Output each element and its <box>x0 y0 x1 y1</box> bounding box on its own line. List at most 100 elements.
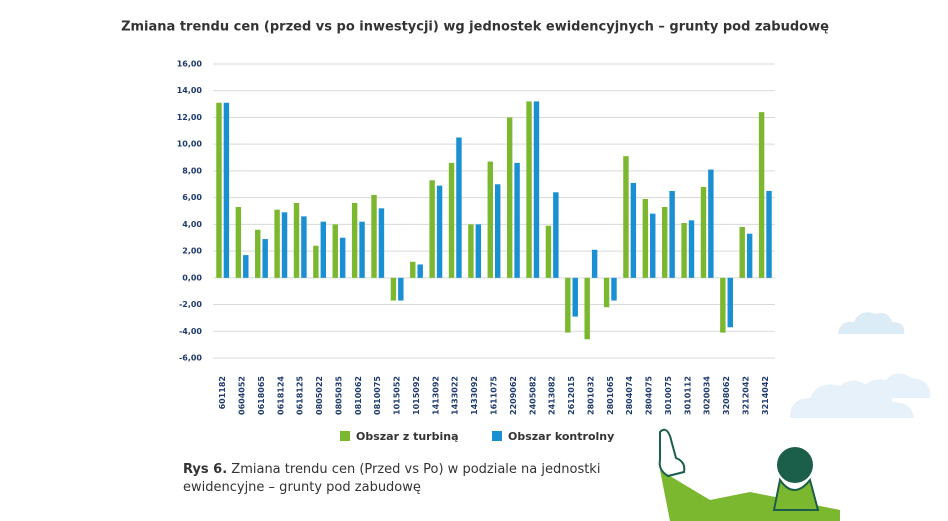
bar <box>417 264 423 278</box>
bar <box>332 224 338 278</box>
decoration <box>658 312 931 521</box>
bar <box>688 220 695 278</box>
bar <box>669 190 675 278</box>
bar <box>603 277 610 308</box>
bar <box>448 162 455 278</box>
bar <box>456 137 462 278</box>
bar <box>708 169 714 278</box>
bar <box>630 182 637 278</box>
legend-label: Obszar z turbiną <box>356 430 459 443</box>
bar <box>398 277 404 301</box>
x-tick-label: 1433022 <box>451 376 460 415</box>
bar <box>293 202 300 278</box>
y-tick-label: 4,00 <box>182 220 202 229</box>
x-tick-label: 3212042 <box>741 376 750 415</box>
bar <box>281 212 288 278</box>
x-tick-label: 0618125 <box>296 376 305 415</box>
chart-title: Zmiana trendu cen (przed vs po inwestycj… <box>121 20 829 35</box>
bar <box>681 223 687 278</box>
bar <box>216 102 222 278</box>
x-tick-label: 2209062 <box>509 376 518 415</box>
y-tick-label: 16,00 <box>177 60 203 69</box>
bar <box>565 277 571 333</box>
bar <box>526 101 532 278</box>
bar <box>495 184 501 278</box>
y-tick-label: -4,00 <box>179 327 202 336</box>
x-tick-label: 2801032 <box>586 376 595 415</box>
x-tick-label: 3208062 <box>722 376 731 415</box>
bar <box>351 202 358 278</box>
bar <box>359 221 365 278</box>
bar <box>739 227 745 278</box>
bar <box>274 209 280 278</box>
bar <box>468 224 474 278</box>
y-tick-label: -2,00 <box>179 300 202 309</box>
bar <box>572 277 578 317</box>
x-tick-label: 1015052 <box>393 376 402 415</box>
x-tick-label: 3010075 <box>664 376 673 415</box>
x-tick-label: 0618065 <box>257 376 266 415</box>
x-tick-label: 3020034 <box>703 376 712 415</box>
bar <box>410 261 416 278</box>
bar <box>436 185 443 278</box>
x-tick-label: 2413082 <box>548 376 557 415</box>
bar <box>506 117 513 278</box>
bar <box>243 255 249 278</box>
y-tick-label: 10,00 <box>177 140 203 149</box>
x-tick-label: 0805022 <box>315 376 324 415</box>
bar <box>301 216 307 278</box>
y-tick-label: 6,00 <box>182 193 202 202</box>
bar <box>650 213 656 278</box>
y-tick-label: 14,00 <box>177 86 203 95</box>
legend-label: Obszar kontrolny <box>508 430 614 443</box>
x-tick-label: 1611075 <box>490 376 499 415</box>
x-tick-label: 2801065 <box>606 376 615 415</box>
bar <box>390 277 397 301</box>
x-tick-label: 601182 <box>218 376 227 409</box>
y-tick-label: 2,00 <box>182 247 202 256</box>
y-tick-label: -6,00 <box>179 354 202 363</box>
bar <box>746 233 753 278</box>
x-tick-label: 0604052 <box>238 376 247 415</box>
x-tick-label: 1015092 <box>412 376 421 415</box>
bar <box>766 190 772 278</box>
y-tick-label: 12,00 <box>177 113 203 122</box>
x-tick-label: 0618124 <box>276 376 285 415</box>
caption-label: Rys 6. <box>183 462 228 477</box>
x-tick-label: 2804075 <box>645 376 654 415</box>
bar <box>584 277 590 340</box>
bar <box>611 277 617 301</box>
bar <box>487 161 493 278</box>
bar <box>591 249 598 278</box>
x-tick-label: 0810075 <box>373 376 382 415</box>
bar <box>371 194 377 278</box>
legend-swatch <box>340 431 350 441</box>
caption-text: Zmiana trendu cen (Przed vs Po) w podzia… <box>183 462 601 495</box>
y-tick-label: 0,00 <box>182 273 202 282</box>
bar <box>623 156 629 278</box>
bar <box>378 208 385 278</box>
bar <box>553 192 559 278</box>
x-tick-label: 0810062 <box>354 376 363 415</box>
bar <box>720 277 726 333</box>
bar <box>313 245 319 278</box>
bar <box>223 102 230 278</box>
x-tick-label: 2405082 <box>528 376 537 415</box>
legend-swatch <box>492 431 502 441</box>
bar <box>255 229 261 278</box>
bar <box>514 162 520 278</box>
bar <box>533 101 540 278</box>
bar <box>475 224 482 278</box>
x-tick-label: 0805035 <box>334 376 343 415</box>
x-tick-label: 2804074 <box>625 376 634 415</box>
bar <box>545 225 552 278</box>
x-tick-label: 3214042 <box>761 376 770 415</box>
bar <box>642 198 649 278</box>
caption: Rys 6. Zmiana trendu cen (Przed vs Po) w… <box>183 461 623 497</box>
bar <box>320 221 327 278</box>
x-tick-label: 1433092 <box>470 376 479 415</box>
bar <box>700 186 707 278</box>
x-tick-label: 2612015 <box>567 376 576 415</box>
